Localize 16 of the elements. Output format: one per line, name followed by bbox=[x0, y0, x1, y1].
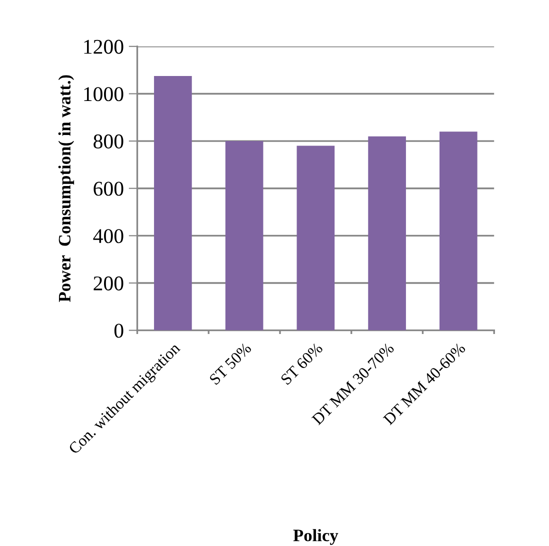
x-tick-label: ST 50% bbox=[208, 342, 252, 386]
y-tick-label: 600 bbox=[94, 182, 124, 196]
bar bbox=[296, 146, 335, 330]
y-tick-label: 1200 bbox=[84, 40, 124, 54]
x-axis-title: Policy bbox=[293, 529, 338, 545]
y-tick-label: 1000 bbox=[84, 87, 124, 102]
y-tick-label: 400 bbox=[93, 229, 124, 244]
bar bbox=[368, 136, 406, 330]
bar bbox=[225, 141, 264, 330]
bar bbox=[154, 76, 192, 330]
y-tick-label: 800 bbox=[94, 134, 124, 148]
x-tick-label: ST 60% bbox=[280, 342, 324, 386]
y-axis-title: Power Consumption( in watt.) bbox=[58, 75, 74, 302]
y-tick-label: 0 bbox=[114, 324, 124, 338]
bar bbox=[440, 132, 478, 330]
y-tick-label: 200 bbox=[94, 276, 124, 290]
